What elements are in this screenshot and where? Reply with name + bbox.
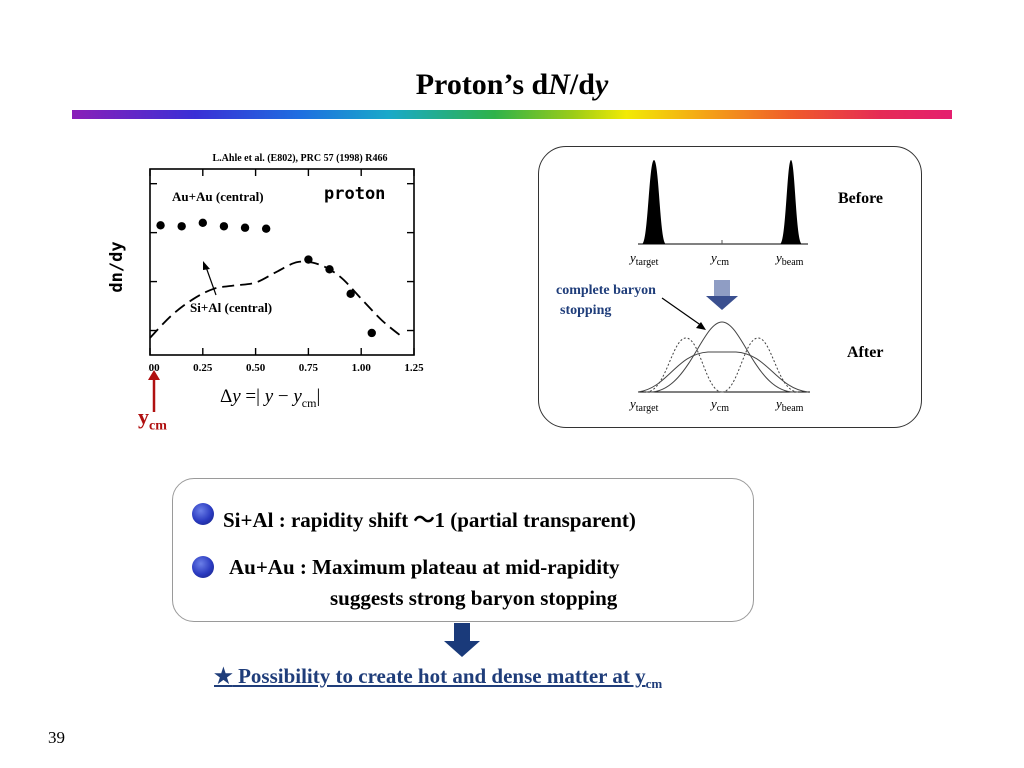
au-au-points	[156, 218, 376, 338]
complete-pointer-head	[696, 322, 706, 330]
si-al-pointer-line	[205, 266, 217, 296]
complete-stopping-line2: stopping	[560, 303, 612, 318]
summary-box	[172, 478, 754, 622]
dndy-plot: 0.000.250.500.751.001.25 40506070 proton…	[148, 168, 424, 374]
summary-item-au-au-continued: suggests strong baryon stopping	[330, 586, 618, 610]
bullet-icon	[192, 556, 214, 578]
si-al-label: Si+Al (central)	[190, 300, 272, 315]
au-au-label: Au+Au (central)	[172, 189, 264, 204]
complete-stopping-line1: complete baryon	[556, 283, 656, 298]
star-icon: ★	[214, 664, 233, 688]
si-al-dashed-curve	[149, 260, 405, 339]
plot-label-proton: proton	[324, 184, 385, 204]
after-dotted-target	[645, 337, 723, 393]
summary-item-au-au: Au+Au : Maximum plateau at mid-rapidity	[229, 555, 620, 579]
stopping-diagram: Before ytarget ycm ybeam After ytarget y…	[628, 160, 883, 414]
x-tick-label-4: 1.00	[352, 362, 372, 374]
au-au-point-6	[304, 255, 313, 264]
x-tick-labels: 0.00 0.25 0.50 0.75 1.00 1.25	[148, 362, 424, 374]
bullet-icon	[192, 503, 214, 525]
ylabel-holder: dn/dy	[102, 235, 132, 305]
page-number: 39	[48, 728, 65, 747]
before-ybeam: ybeam	[774, 250, 804, 268]
complete-stopping-label: complete baryon stopping	[556, 281, 656, 321]
before-beam-peak	[780, 160, 802, 244]
before-ytarget: ytarget	[628, 250, 659, 268]
after-ycm: ycm	[709, 396, 729, 414]
au-au-point-9	[367, 328, 376, 338]
x-tick-label-0: 0.00	[148, 362, 160, 374]
au-au-point-7	[325, 265, 334, 274]
before-label: Before	[838, 190, 883, 207]
au-au-point-3	[219, 222, 229, 231]
after-label: After	[847, 344, 883, 361]
ycm-label: ycm	[138, 404, 167, 434]
rainbow-divider	[72, 110, 952, 119]
au-au-point-2	[198, 218, 207, 228]
si-al-pointer-head	[203, 261, 210, 270]
before-target-peak	[642, 160, 666, 244]
down-arrow-shaft	[714, 280, 730, 296]
after-plateau-curve	[637, 351, 809, 393]
figure-reference: L.Ahle et al. (E802), PRC 57 (1998) R466	[212, 153, 388, 164]
au-au-point-1	[177, 222, 186, 231]
au-au-point-5	[261, 224, 271, 233]
y-axis-label: dn/dy	[107, 241, 127, 293]
x-tick-label-2: 0.50	[246, 362, 266, 374]
x-tick-label-3: 0.75	[299, 362, 319, 374]
au-au-point-8	[346, 289, 355, 299]
down-arrow-head	[706, 296, 738, 310]
stopping-diagram-box	[538, 146, 922, 428]
x-tick-label-5: 1.25	[404, 362, 424, 374]
down-arrow-icon	[444, 623, 480, 657]
delta-y-formula: Δy =| y − ycm|	[220, 386, 321, 410]
y-ticks	[150, 182, 414, 332]
before-ycm: ycm	[709, 250, 729, 268]
plot-frame	[149, 168, 415, 356]
x-ticks	[149, 169, 415, 355]
page-title: Proton’s dN/dy	[415, 68, 609, 101]
summary-item-si-al: Si+Al : rapidity shift ～1 (partial trans…	[223, 508, 636, 532]
au-au-point-0	[156, 221, 165, 230]
ycm-red-arrow	[148, 370, 160, 412]
conclusion-text: ★ Possibility to create hot and dense ma…	[214, 664, 663, 692]
x-tick-label-1: 0.25	[193, 362, 213, 374]
after-dotted-beam	[721, 337, 799, 393]
after-ytarget: ytarget	[628, 396, 659, 414]
after-peak-curve	[649, 321, 795, 393]
complete-pointer-line	[661, 297, 703, 327]
after-ybeam: ybeam	[774, 396, 804, 414]
au-au-point-4	[240, 223, 250, 232]
